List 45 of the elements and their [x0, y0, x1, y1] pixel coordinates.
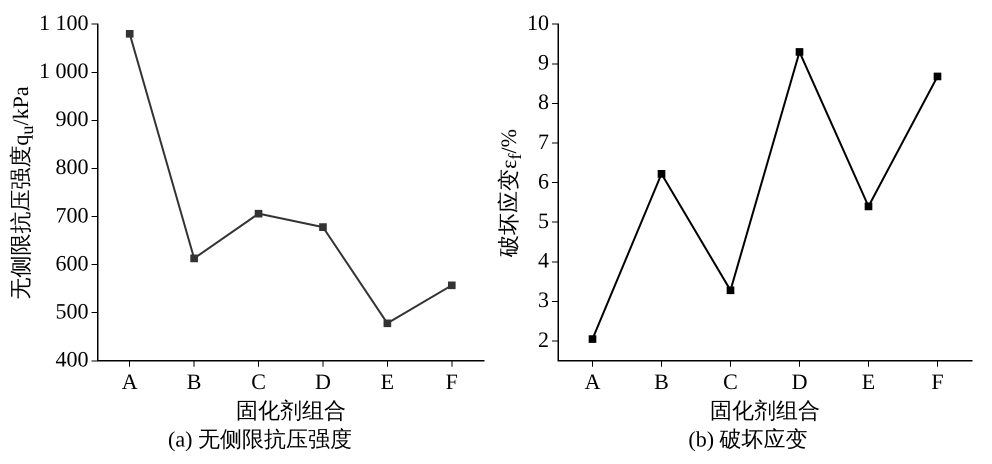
y-tick-label: 2 — [538, 326, 549, 352]
point — [796, 48, 804, 56]
y-tick-label: 400 — [56, 346, 88, 372]
point — [448, 281, 456, 290]
text: (a) 无侧限抗压强度 — [168, 426, 352, 452]
y-tick-label: 1 000 — [39, 58, 88, 84]
x-tick-label: C — [723, 368, 738, 394]
x-tick-label: D — [315, 368, 331, 394]
x-tick-label: B — [186, 368, 202, 394]
x-tick-label: A — [122, 368, 138, 394]
y-tick-label: 700 — [56, 202, 88, 228]
y-tick-label: 800 — [56, 154, 88, 180]
x-axis-title: 固化剂组合 — [710, 398, 820, 424]
y-tick-label: 8 — [538, 89, 549, 114]
point — [319, 223, 327, 231]
x-tick-label: A — [584, 368, 601, 394]
point — [384, 319, 392, 328]
x-tick-label: C — [251, 368, 266, 394]
point — [588, 335, 596, 343]
y-tick-label: 5 — [538, 208, 549, 233]
y-tick-label: 900 — [56, 106, 88, 132]
x-tick-label: B — [654, 368, 669, 394]
y-tick-label: 10 — [527, 10, 549, 35]
point — [658, 170, 666, 178]
point — [726, 286, 734, 294]
x-tick-label: E — [380, 368, 394, 394]
y-tick-label: 3 — [538, 287, 549, 312]
text: (b) 破坏应变 — [688, 426, 808, 452]
y-tick-label: 9 — [538, 50, 549, 75]
y-tick-label: 6 — [538, 168, 549, 194]
x-tick-label: E — [862, 368, 876, 394]
y-tick-label: 1 100 — [39, 10, 88, 35]
point — [864, 202, 872, 210]
x-tick-label: F — [931, 368, 944, 394]
point — [126, 30, 134, 38]
y-tick-label: 7 — [538, 128, 549, 154]
x-axis-title: 固化剂组合 — [236, 398, 346, 424]
x-tick-label: D — [792, 368, 808, 394]
x-tick-label: F — [446, 368, 458, 394]
y-tick-label: 600 — [56, 250, 88, 276]
point — [934, 72, 942, 80]
point — [254, 210, 262, 218]
point — [190, 254, 198, 262]
y-tick-label: 500 — [56, 298, 88, 324]
y-tick-label: 4 — [538, 248, 549, 273]
